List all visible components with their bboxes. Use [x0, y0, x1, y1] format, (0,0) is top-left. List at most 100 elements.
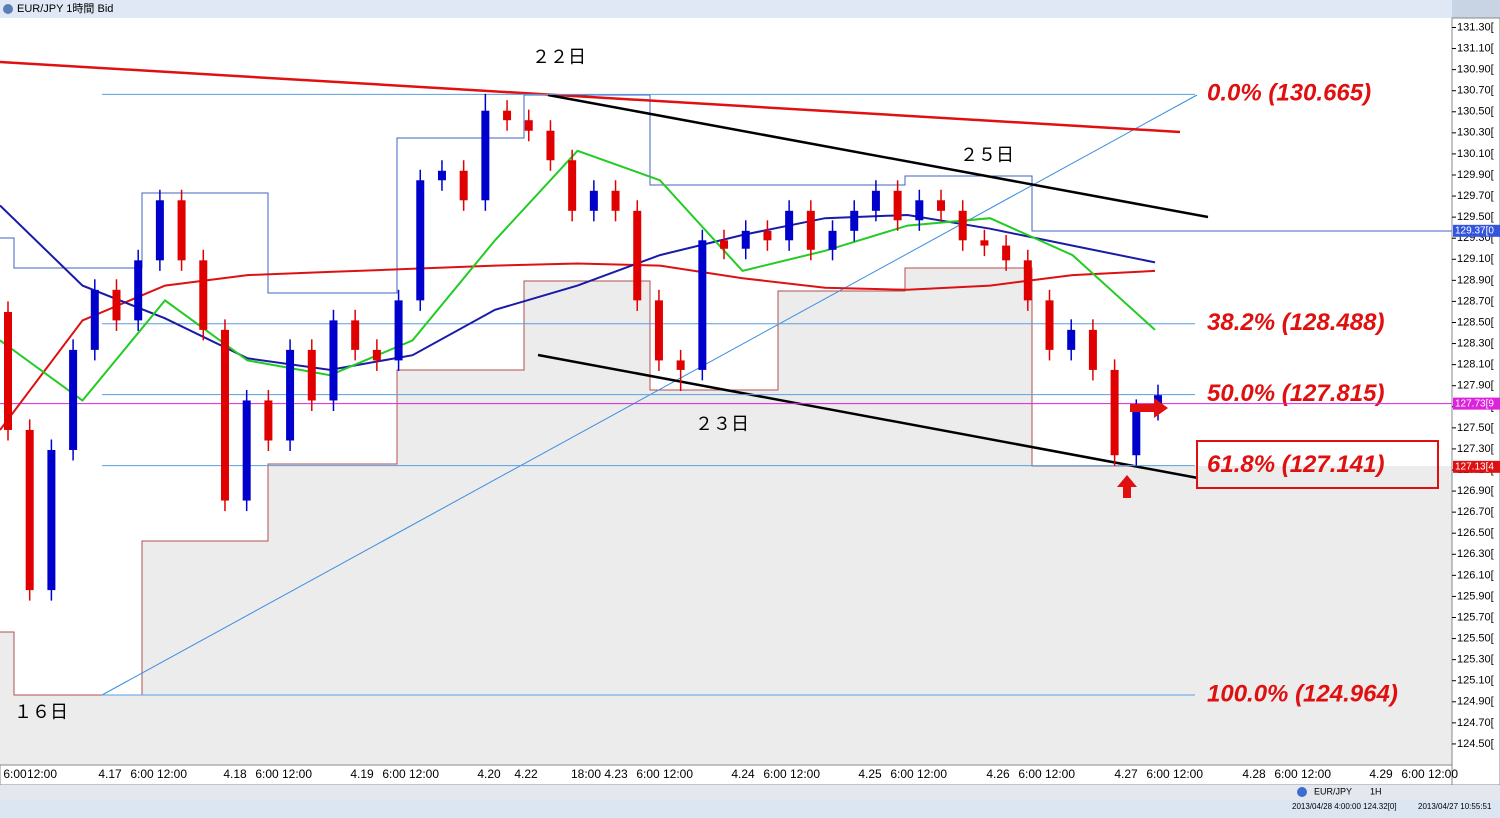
- plot-layer: 0.0% (130.665) 38.2% (128.488) 50.0% (127.…: [0, 47, 1452, 765]
- candle-body: [980, 240, 989, 246]
- y-tick-label: 125.30[: [1457, 654, 1494, 666]
- x-tick-label: 4.25: [858, 767, 882, 781]
- x-tick-label: 6:00: [130, 767, 154, 781]
- y-tick-label: 125.10[: [1457, 675, 1494, 687]
- candle-body: [763, 230, 772, 241]
- candle-body: [785, 210, 794, 241]
- candle-body: [893, 190, 902, 221]
- candle-body: [503, 110, 512, 121]
- y-tick-label: 126.70[: [1457, 506, 1494, 518]
- candle-body: [307, 349, 316, 401]
- candle-body: [47, 449, 56, 591]
- candle-body: [372, 349, 381, 361]
- low-steps: [0, 267, 1130, 696]
- y-tick-label: 129.90[: [1457, 169, 1494, 181]
- x-tick-label: 6:00: [3, 767, 27, 781]
- y-tick-label: 124.70[: [1457, 717, 1494, 729]
- candle-body: [459, 170, 468, 201]
- y-tick-label: 131.30[: [1457, 21, 1494, 33]
- window-title: EUR/JPY 1時間 Bid: [17, 2, 113, 15]
- x-tick-label: 12:00: [282, 767, 312, 781]
- x-tick-label: 4.22: [514, 767, 538, 781]
- x-tick-label: 4.29: [1369, 767, 1393, 781]
- x-tick-label: 4.23: [604, 767, 628, 781]
- toolbar-icon[interactable]: [1297, 787, 1307, 797]
- price-marker-label: 127.73[9: [1455, 398, 1494, 409]
- moving-average: [0, 262, 1156, 431]
- x-tick-label: 4.27: [1114, 767, 1138, 781]
- x-tick-label: 4.20: [477, 767, 501, 781]
- candle-body: [155, 200, 164, 261]
- candle-body: [437, 170, 446, 181]
- y-tick-label: 125.90[: [1457, 590, 1494, 602]
- y-tick-label: 125.50[: [1457, 632, 1494, 644]
- y-tick-label: 129.70[: [1457, 190, 1494, 202]
- price-marker-label: 127.13[4: [1455, 461, 1494, 472]
- x-tick-label: 4.24: [731, 767, 755, 781]
- y-tick-label: 130.30[: [1457, 127, 1494, 139]
- candle-body: [589, 190, 598, 211]
- candle-body: [937, 200, 946, 211]
- candle-body: [4, 311, 12, 430]
- range-shade: [0, 268, 1452, 765]
- candle-body: [242, 400, 251, 501]
- highlight-box: [1196, 440, 1439, 489]
- candle-body: [806, 210, 815, 250]
- candle-body: [1023, 260, 1032, 301]
- candle-body: [264, 400, 273, 441]
- high-steps: [0, 94, 1452, 294]
- up-arrow: [1117, 475, 1137, 498]
- fib-label: 38.2% (128.488): [1207, 309, 1384, 336]
- candle-body: [416, 180, 425, 301]
- red-trendline: [0, 60, 1181, 134]
- dynamic-layer: 0.0% (130.665) 38.2% (128.488) 50.0% (127.…: [0, 80, 1452, 707]
- x-tick-label: 12:00: [27, 767, 57, 781]
- price-marker: [1453, 460, 1500, 473]
- x-tick-label: 12:00: [1173, 767, 1203, 781]
- y-tick-label: 124.90[: [1457, 696, 1494, 708]
- x-tick-label: 6:00: [255, 767, 279, 781]
- candle-body: [351, 320, 360, 350]
- candle-body: [850, 210, 859, 231]
- title-bar-controls[interactable]: [1452, 0, 1500, 18]
- toolbar-symbol[interactable]: EUR/JPY: [1314, 786, 1352, 796]
- y-tick-label: 126.10[: [1457, 569, 1494, 581]
- candle-body: [698, 240, 707, 370]
- x-tick-label: 4.28: [1242, 767, 1266, 781]
- x-tick-label: 12:00: [1428, 767, 1458, 781]
- lower-channel-line: [537, 353, 1199, 480]
- x-tick-label: 12:00: [157, 767, 187, 781]
- candle-body: [90, 289, 99, 350]
- y-tick-label: 128.70[: [1457, 295, 1494, 307]
- candle-body: [177, 200, 186, 261]
- y-tick-label: 129.50[: [1457, 211, 1494, 223]
- fib-label: 100.0% (124.964): [1207, 680, 1398, 707]
- candle-body: [329, 320, 338, 401]
- y-tick-label: 130.70[: [1457, 85, 1494, 97]
- y-tick-label: 126.90[: [1457, 485, 1494, 497]
- status-bar: [0, 800, 1500, 818]
- x-tick-label: 4.26: [986, 767, 1010, 781]
- candle-body: [69, 349, 78, 450]
- candle-body: [199, 260, 208, 330]
- price-marker-label: 129.37[0: [1455, 225, 1494, 236]
- candle-body: [1067, 329, 1076, 350]
- candle-body: [915, 200, 924, 221]
- candle-body: [1110, 369, 1119, 456]
- x-tick-label: 6:00: [1401, 767, 1425, 781]
- app-icon: [3, 4, 13, 14]
- time-axis: [0, 764, 1453, 786]
- candle-body: [720, 240, 729, 249]
- candle-body: [524, 120, 533, 131]
- y-tick-label: 130.90[: [1457, 64, 1494, 76]
- y-tick-label: 126.30[: [1457, 548, 1494, 560]
- y-tick-label: 128.50[: [1457, 316, 1494, 328]
- x-tick-label: 4.17: [98, 767, 122, 781]
- toolbar-timeframe[interactable]: 1H: [1370, 786, 1382, 796]
- x-tick-label: 12:00: [409, 767, 439, 781]
- candle-body: [568, 160, 577, 211]
- candle-body: [25, 429, 34, 591]
- fib-label: 50.0% (127.815): [1207, 380, 1384, 407]
- price-marker: [1453, 397, 1500, 410]
